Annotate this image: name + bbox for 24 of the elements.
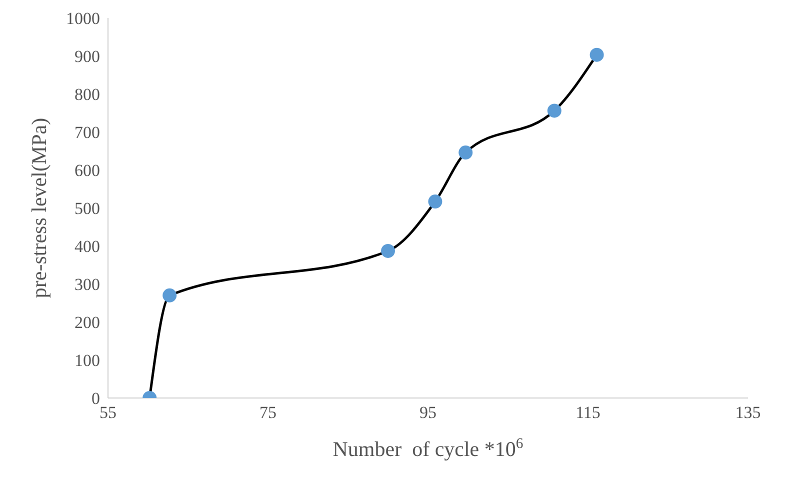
y-tick-label: 800 xyxy=(74,85,100,104)
y-tick-label: 700 xyxy=(74,123,100,142)
y-tick-label: 900 xyxy=(74,47,100,66)
point xyxy=(381,244,395,258)
y-tick-label: 400 xyxy=(74,237,100,256)
x-tick-label: 115 xyxy=(576,403,600,422)
point xyxy=(428,194,442,209)
x-tick-label: 75 xyxy=(260,403,276,422)
y-axis-title: pre-stress level(MPa) xyxy=(27,118,51,298)
point xyxy=(458,146,473,160)
y-tick-label: 500 xyxy=(74,199,100,218)
point xyxy=(590,48,604,62)
point xyxy=(547,104,562,118)
point xyxy=(162,288,177,302)
y-tick-label: 1000 xyxy=(66,9,100,28)
y-tick-label: 200 xyxy=(74,313,100,332)
x-axis-title: Number of cycle *10$^{6}$ xyxy=(332,436,524,461)
y-tick-label: 0 xyxy=(92,389,100,408)
y-tick-label: 100 xyxy=(74,351,100,370)
x-tick-label: 135 xyxy=(735,403,761,422)
x-tick-label: 95 xyxy=(420,403,436,422)
y-tick-label: 600 xyxy=(74,161,100,180)
x-tick-label: 55 xyxy=(100,403,116,422)
y-tick-label: 300 xyxy=(74,275,100,294)
